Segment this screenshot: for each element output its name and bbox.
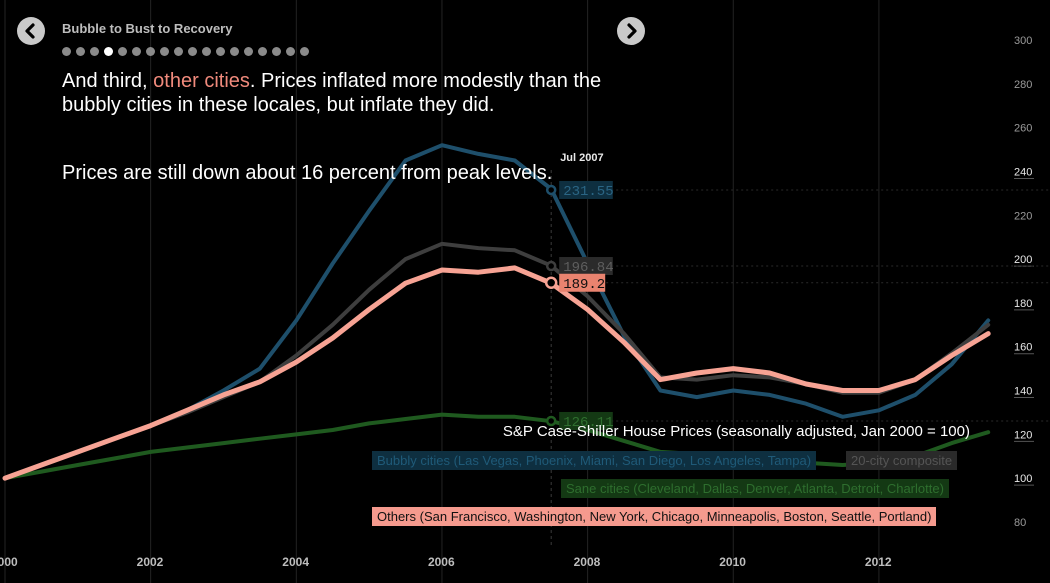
narrative-paragraph: And third, other cities. Prices inflated… (62, 69, 602, 117)
step-dot[interactable] (104, 47, 113, 56)
marker-point (544, 276, 558, 290)
series-line (3, 412, 991, 481)
x-tick-label: 2000 (0, 555, 18, 569)
narrative-rest: . Prices inflated more modestly than the… (62, 70, 602, 116)
legend-20-city-composite[interactable]: 20-city composite (846, 451, 958, 470)
marker-point (545, 260, 557, 272)
chevron-right-icon (627, 23, 637, 39)
step-dot[interactable] (146, 47, 155, 56)
legend-others[interactable]: Others (San Francisco, Washington, New Y… (372, 507, 937, 526)
marker-value-box (559, 257, 613, 276)
step-dot[interactable] (286, 47, 295, 56)
step-dots (62, 47, 309, 56)
y-tick-label: 240 (1014, 166, 1032, 178)
step-dot[interactable] (216, 47, 225, 56)
marker-value-label: 231.55 (563, 184, 613, 200)
step-dot[interactable] (272, 47, 281, 56)
y-tick-label: 260 (1014, 123, 1032, 135)
step-dot[interactable] (202, 47, 211, 56)
marker-point (545, 184, 557, 196)
step-dot[interactable] (300, 47, 309, 56)
step-dot[interactable] (62, 47, 71, 56)
chevron-left-icon (25, 23, 35, 39)
legend-sane-cities[interactable]: Sane cities (Cleveland, Dallas, Denver, … (561, 479, 949, 498)
y-tick-label: 280 (1014, 79, 1032, 91)
x-tick-label: 2004 (282, 555, 309, 569)
marker-point (545, 415, 557, 427)
step-dot[interactable] (76, 47, 85, 56)
y-tick-label: 200 (1014, 254, 1032, 266)
chart-title: S&P Case-Shiller House Prices (seasonall… (502, 423, 970, 440)
step-dot[interactable] (118, 47, 127, 56)
step-dot[interactable] (90, 47, 99, 56)
y-tick-label: 140 (1014, 386, 1032, 398)
x-tick-label: 2010 (719, 555, 746, 569)
x-tick-label: 2006 (428, 555, 455, 569)
step-dot[interactable] (132, 47, 141, 56)
marker-value-box (559, 411, 613, 430)
series-line (2, 265, 991, 481)
y-tick-label: 180 (1014, 298, 1032, 310)
step-dot[interactable] (258, 47, 267, 56)
marker-value-label: 196.84 (563, 260, 613, 276)
step-dot[interactable] (230, 47, 239, 56)
marker-value-label: 126.11 (563, 415, 613, 431)
step-dot[interactable] (188, 47, 197, 56)
step-dot[interactable] (160, 47, 169, 56)
x-tick-label: 2002 (137, 555, 164, 569)
series-line (3, 241, 991, 481)
previous-step-button[interactable] (17, 17, 45, 45)
next-step-button[interactable] (617, 17, 645, 45)
y-tick-label: 120 (1014, 429, 1032, 441)
step-dot[interactable] (174, 47, 183, 56)
y-tick-label: 300 (1014, 35, 1032, 47)
marker-value-box (559, 180, 613, 199)
y-tick-label: 220 (1014, 210, 1032, 222)
marker-date-label: Jul 2007 (560, 152, 603, 164)
y-tick-label: 100 (1014, 473, 1032, 485)
legend-bubbly-cities[interactable]: Bubbly cities (Las Vegas, Phoenix, Miami… (372, 451, 817, 470)
x-tick-label: 2008 (574, 555, 601, 569)
narrative-paragraph-2: Prices are still down about 16 percent f… (62, 162, 553, 184)
marker-value-box (559, 273, 606, 292)
y-tick-label: 80 (1014, 517, 1026, 529)
narrative-highlight: other cities (153, 70, 250, 92)
y-tick-label: 160 (1014, 342, 1032, 354)
step-title: Bubble to Bust to Recovery (62, 21, 233, 36)
narrative-intro: And third, (62, 70, 154, 92)
step-dot[interactable] (244, 47, 253, 56)
marker-value-label: 189.2 (563, 277, 605, 293)
x-tick-label: 2012 (865, 555, 892, 569)
